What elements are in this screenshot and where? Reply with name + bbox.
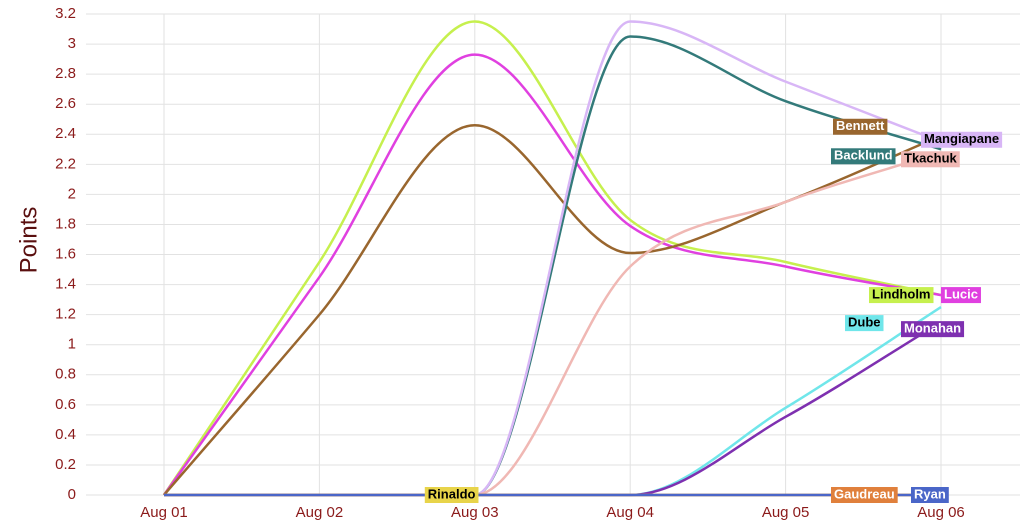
series-label-text: Lucic bbox=[944, 287, 978, 302]
series-line bbox=[162, 53, 942, 496]
series-label: Bennett bbox=[833, 118, 888, 135]
y-tick-label: 2 bbox=[68, 185, 76, 202]
y-tick-label: 2.6 bbox=[55, 95, 76, 112]
label-box bbox=[901, 151, 960, 168]
y-tick-label: 2.2 bbox=[55, 155, 76, 172]
y-tick-label: 2.4 bbox=[55, 125, 76, 142]
series-label: Ryan bbox=[911, 486, 949, 503]
y-tick-label: 1.8 bbox=[55, 215, 76, 232]
series-label-text: Lindholm bbox=[872, 287, 931, 302]
label-box bbox=[941, 287, 981, 304]
label-box bbox=[831, 148, 896, 165]
series-label: Lindholm bbox=[869, 287, 934, 304]
series-label-text: Monahan bbox=[904, 321, 961, 336]
series-label-text: Ryan bbox=[914, 486, 946, 501]
x-tick-label: Aug 01 bbox=[140, 504, 188, 521]
series-label-text: Rinaldo bbox=[428, 486, 476, 501]
series-label: Tkachuk bbox=[901, 151, 960, 168]
y-tick-label: 2.8 bbox=[55, 65, 76, 82]
label-box bbox=[911, 487, 949, 503]
series-label: Monahan bbox=[901, 321, 965, 338]
series-label-text: Bennett bbox=[836, 118, 885, 133]
y-tick-label: 0.4 bbox=[55, 426, 76, 443]
y-tick-label: 0.6 bbox=[55, 396, 76, 413]
y-tick-label: 1 bbox=[68, 336, 76, 353]
series-line bbox=[162, 20, 942, 496]
series-line bbox=[164, 321, 942, 497]
series-label: Lucic bbox=[941, 287, 981, 304]
series-line bbox=[164, 20, 942, 497]
y-tick-label: 0 bbox=[68, 486, 76, 503]
series-label: Gaudreau bbox=[831, 486, 898, 503]
series-label-text: Tkachuk bbox=[904, 151, 958, 166]
x-tick-label: Aug 06 bbox=[917, 504, 965, 521]
series-label-text: Gaudreau bbox=[834, 486, 895, 501]
series-label: Rinaldo bbox=[424, 486, 479, 503]
label-box bbox=[424, 487, 479, 503]
y-tick-label: 3 bbox=[68, 35, 76, 52]
y-tick-label: 1.4 bbox=[55, 276, 76, 293]
label-box bbox=[921, 131, 1003, 148]
series-line bbox=[163, 123, 942, 496]
series-label-text: Dube bbox=[848, 315, 881, 330]
x-tick-label: Aug 05 bbox=[762, 504, 810, 521]
label-box bbox=[901, 321, 965, 338]
series-label: Dube bbox=[845, 315, 884, 332]
label-box bbox=[845, 315, 884, 332]
x-tick-label: Aug 02 bbox=[296, 504, 344, 521]
series-label: Mangiapane bbox=[921, 131, 1003, 148]
label-box bbox=[833, 118, 888, 135]
x-tick-label: Aug 04 bbox=[606, 504, 654, 521]
series-label: Backlund bbox=[831, 148, 896, 165]
series-label-text: Backlund bbox=[834, 148, 893, 163]
x-tick-label: Aug 03 bbox=[451, 504, 499, 521]
series-line bbox=[164, 151, 942, 497]
label-box bbox=[831, 487, 898, 503]
y-tick-label: 0.2 bbox=[55, 456, 76, 473]
y-tick-label: 1.6 bbox=[55, 245, 76, 262]
y-tick-label: 3.2 bbox=[55, 5, 76, 22]
label-box bbox=[869, 287, 934, 304]
y-tick-label: 0.8 bbox=[55, 366, 76, 383]
series-label-text: Mangiapane bbox=[924, 131, 999, 146]
y-tick-label: 1.2 bbox=[55, 306, 76, 323]
y-axis-title: Points bbox=[15, 207, 42, 274]
